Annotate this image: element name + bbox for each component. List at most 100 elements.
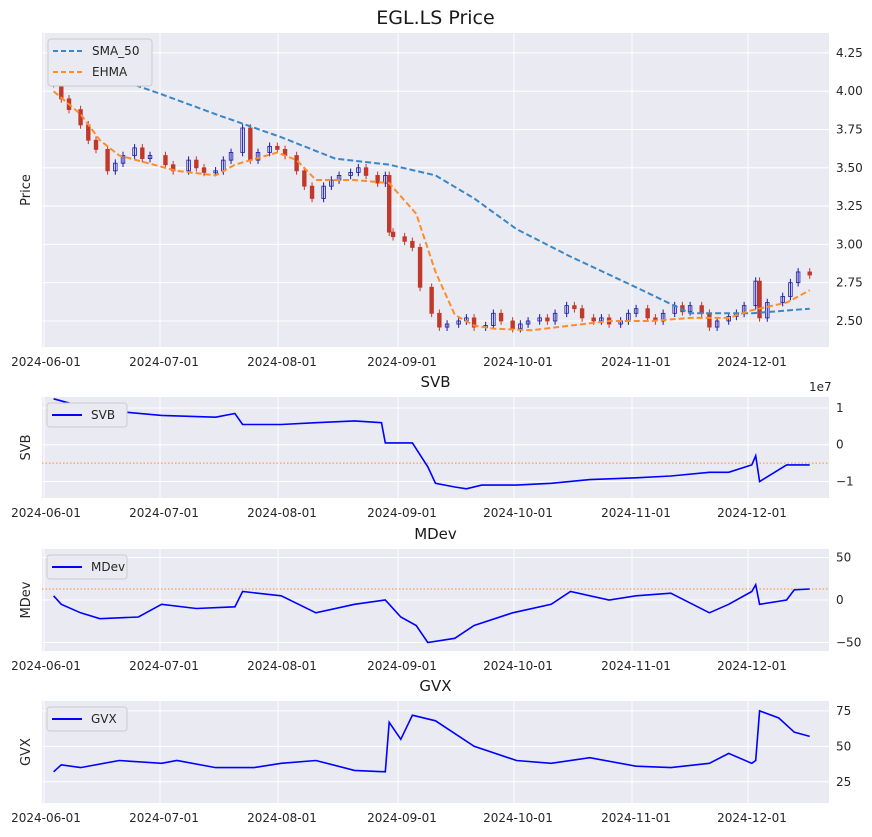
- panel-title: GVX: [419, 677, 451, 695]
- candle-body: [147, 155, 153, 160]
- candle-body: [113, 162, 118, 172]
- candle-body: [572, 305, 577, 310]
- x-tick-label: 2024-10-01: [483, 811, 553, 825]
- candle-body: [390, 231, 396, 238]
- x-tick-label: 2024-08-01: [247, 506, 317, 520]
- candle-body: [302, 170, 307, 187]
- candle-body: [510, 320, 515, 330]
- y-axis-label: Price: [19, 174, 34, 206]
- candle-body: [788, 282, 793, 297]
- candle-body: [780, 296, 785, 303]
- candle-body: [795, 271, 801, 284]
- y-tick-label: 4.00: [836, 84, 863, 98]
- candle-body: [687, 305, 693, 313]
- candle-body: [707, 312, 712, 328]
- gvx-panel: 2024-06-01 2024-07-01 2024-08-01 2024-09-01…: [11, 677, 851, 825]
- price-panel: 2024-06-01 2024-07-01 2024-08-01 2024-09-01…: [11, 7, 863, 369]
- x-tick-label: 2024-07-01: [129, 355, 199, 369]
- candle-body: [491, 312, 496, 326]
- x-tick-label: 2024-12-01: [717, 659, 787, 673]
- sma-50-line: [53, 47, 810, 315]
- candle-body: [348, 171, 353, 176]
- candle-body: [132, 147, 137, 156]
- legend-box: [46, 706, 128, 732]
- panel-title: EGL.LS Price: [376, 7, 494, 29]
- y-tick-label: 75: [836, 704, 851, 718]
- y-tick-label: 3.00: [836, 237, 863, 251]
- candle-body: [363, 167, 369, 176]
- candle-body: [525, 320, 531, 325]
- x-tick-label: 2024-09-01: [367, 811, 437, 825]
- legend: GVX: [46, 706, 128, 732]
- y-tick-label: 2.75: [836, 276, 863, 290]
- x-tick-label: 2024-06-01: [11, 506, 81, 520]
- candle-body: [194, 159, 199, 169]
- candle-body: [309, 185, 315, 199]
- axis-offset-label: 1e7: [809, 380, 832, 394]
- candle-body: [537, 317, 542, 322]
- candle-body: [329, 179, 334, 187]
- svb-line: [53, 398, 810, 490]
- candle-body: [471, 317, 477, 328]
- candle-body: [757, 280, 762, 319]
- x-tick-label: 2024-11-01: [601, 506, 671, 520]
- x-tick-label: 2024-10-01: [483, 355, 553, 369]
- candle-body: [120, 155, 126, 164]
- y-tick-label: 0: [836, 593, 844, 607]
- y-axis-label: GVX: [19, 738, 34, 766]
- x-tick-label: 2024-06-01: [11, 811, 81, 825]
- ehma-line: [52, 90, 811, 332]
- candle-body: [564, 305, 569, 314]
- candle-body: [498, 312, 504, 322]
- candle-body: [387, 175, 392, 233]
- x-tick-label: 2024-07-01: [129, 659, 199, 673]
- y-tick-label: 1: [836, 401, 844, 415]
- candle-body: [552, 312, 558, 322]
- x-tick-label: 2024-08-01: [247, 355, 317, 369]
- candle-body: [248, 127, 253, 161]
- candle-body: [267, 145, 272, 153]
- candle-body: [163, 155, 168, 166]
- y-tick-label: 3.75: [836, 122, 863, 136]
- x-tick-label: 2024-07-01: [129, 506, 199, 520]
- candle-body: [356, 167, 361, 173]
- legend: MDev: [46, 554, 128, 580]
- x-tick-label: 2024-06-01: [11, 355, 81, 369]
- candle-body: [402, 236, 407, 242]
- y-axis-label: MDev: [19, 581, 34, 618]
- candle-body: [294, 155, 299, 172]
- candle-body: [429, 286, 434, 314]
- candle-body: [437, 312, 442, 328]
- candle-body: [213, 170, 218, 174]
- gvx-line: [53, 709, 810, 773]
- legend-box: [46, 554, 128, 580]
- y-tick-label: 3.50: [836, 161, 863, 175]
- plot-area: [42, 701, 829, 803]
- x-tick-label: 2024-12-01: [717, 355, 787, 369]
- x-tick-label: 2024-11-01: [601, 355, 671, 369]
- x-tick-label: 2024-11-01: [601, 811, 671, 825]
- x-tick-label: 2024-06-01: [11, 659, 81, 673]
- y-tick-label: 50: [836, 551, 851, 565]
- candle-body: [456, 320, 461, 325]
- x-tick-label: 2024-08-01: [247, 811, 317, 825]
- x-tick-label: 2024-09-01: [367, 506, 437, 520]
- legend: SMA_50 EHMA: [47, 38, 153, 87]
- candle-body: [545, 317, 550, 322]
- candle-body: [765, 302, 770, 319]
- candle-body: [255, 152, 261, 161]
- y-tick-label: −50: [836, 636, 861, 650]
- y-tick-label: 25: [836, 775, 851, 789]
- candle-body: [228, 152, 234, 161]
- legend-label: SVB: [91, 408, 115, 422]
- x-tick-label: 2024-07-01: [129, 811, 199, 825]
- x-tick-label: 2024-10-01: [483, 659, 553, 673]
- candle-body: [410, 240, 415, 248]
- x-tick-label: 2024-11-01: [601, 659, 671, 673]
- mdev-line: [53, 582, 810, 644]
- panel-title: MDev: [414, 525, 457, 543]
- x-tick-label: 2024-09-01: [367, 355, 437, 369]
- y-tick-label: 0: [836, 438, 844, 452]
- plot-area: [42, 33, 829, 347]
